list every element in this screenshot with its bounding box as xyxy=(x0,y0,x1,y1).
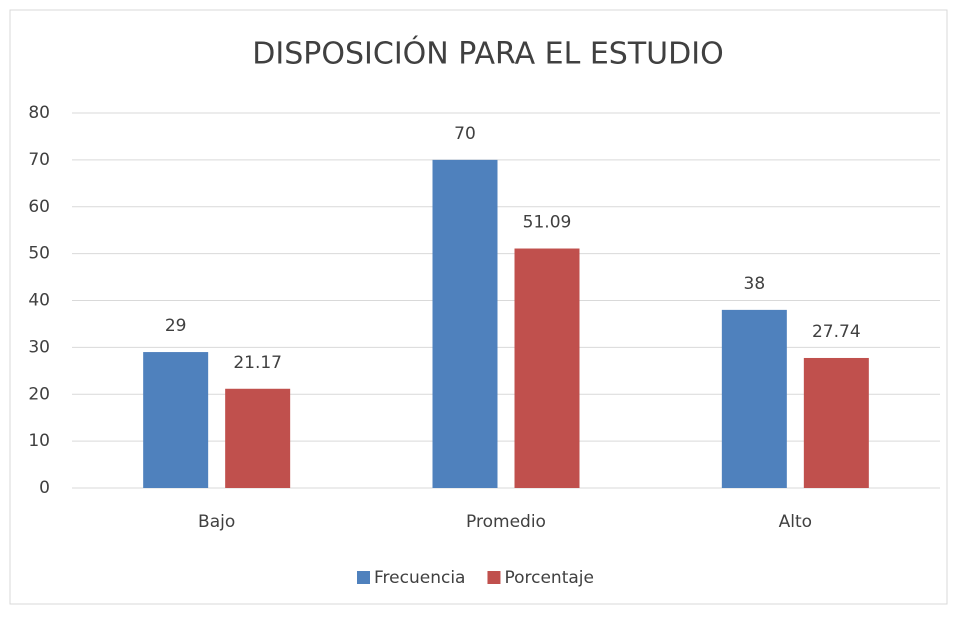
chart-title: DISPOSICIÓN PARA EL ESTUDIO xyxy=(252,35,723,72)
legend-swatch xyxy=(357,571,370,584)
data-label: 38 xyxy=(744,274,766,294)
x-tick-label: Bajo xyxy=(198,512,235,532)
x-tick-label: Promedio xyxy=(466,512,546,532)
y-tick-label: 80 xyxy=(28,103,50,123)
data-label: 70 xyxy=(454,124,476,144)
legend-label: Porcentaje xyxy=(504,568,594,588)
y-tick-label: 60 xyxy=(28,197,50,217)
legend-swatch xyxy=(487,571,501,584)
y-tick-label: 0 xyxy=(39,478,50,498)
x-tick-label: Alto xyxy=(779,512,812,532)
y-tick-label: 10 xyxy=(28,431,50,451)
bar xyxy=(225,388,291,488)
bar xyxy=(803,357,869,488)
y-tick-label: 40 xyxy=(28,291,50,311)
bar xyxy=(721,309,787,488)
data-label: 27.74 xyxy=(812,322,861,342)
bar xyxy=(514,248,580,488)
y-tick-label: 30 xyxy=(28,337,50,357)
data-label: 51.09 xyxy=(523,213,572,233)
legend-label: Frecuencia xyxy=(374,568,465,588)
data-label: 21.17 xyxy=(233,353,282,373)
y-tick-label: 20 xyxy=(28,384,50,404)
bar xyxy=(432,159,498,488)
data-label: 29 xyxy=(165,316,187,336)
y-tick-label: 70 xyxy=(28,150,50,170)
bar xyxy=(143,352,209,488)
y-tick-label: 50 xyxy=(28,244,50,264)
